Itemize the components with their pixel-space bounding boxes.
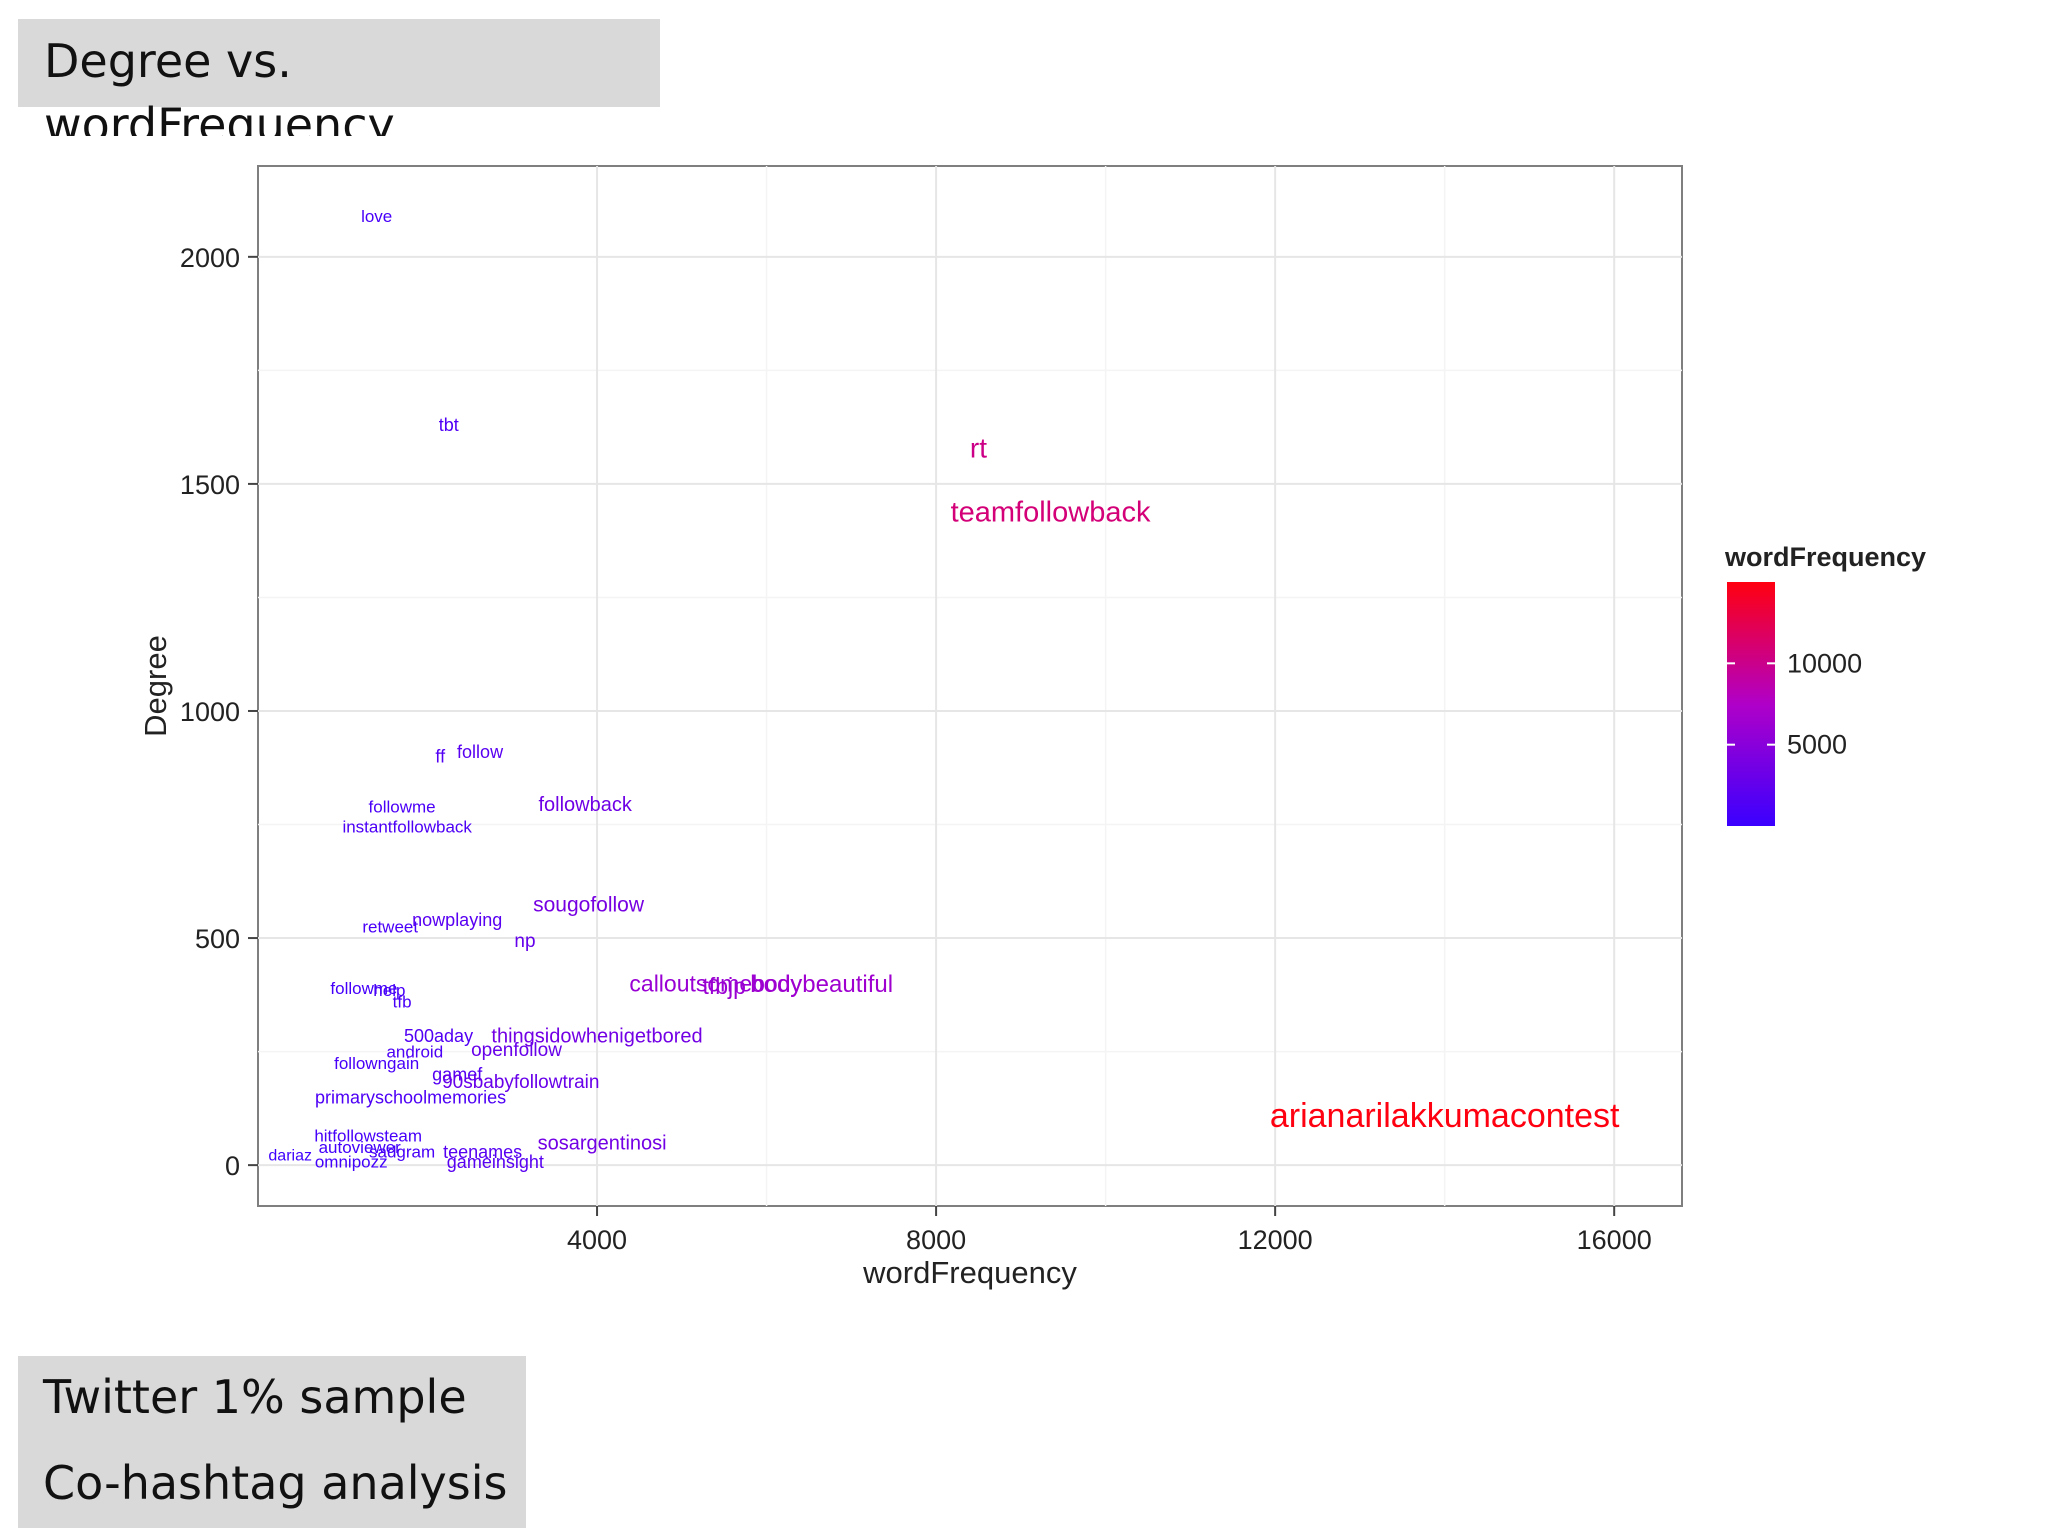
point-label: love (361, 207, 392, 226)
x-tick-label: 16000 (1577, 1225, 1652, 1255)
note-line-sample: Twitter 1% sample (43, 1370, 467, 1424)
x-tick-label: 8000 (906, 1225, 966, 1255)
point-label: followme (369, 797, 436, 816)
point-label: sosargentinosi (538, 1132, 667, 1154)
point-label: omnipozz (315, 1152, 388, 1171)
point-label: retweet (362, 918, 418, 937)
legend-tick-label: 5000 (1787, 730, 1847, 760)
x-tick-label: 12000 (1238, 1225, 1313, 1255)
point-label: tbt (439, 415, 459, 435)
y-axis-label: Degree (138, 635, 173, 737)
point-label: tfbjp (702, 973, 745, 999)
x-tick-label: 4000 (567, 1225, 627, 1255)
point-label: nowplaying (412, 910, 502, 930)
point-label: 90sbabyfollowtrain (442, 1072, 599, 1093)
point-label: thingsidowhenigetbored (491, 1026, 702, 1048)
point-label: sadgram (369, 1142, 435, 1161)
point-label: gameinsight (447, 1152, 544, 1172)
point-label: teenames (443, 1142, 522, 1162)
point-label: android (386, 1043, 443, 1062)
y-tick-label: 1000 (180, 697, 240, 727)
point-label: hitfollowsteam (314, 1127, 422, 1146)
point-label: follow (457, 742, 504, 762)
y-tick-label: 500 (195, 924, 240, 954)
notes-box: Twitter 1% sample Co-hashtag analysis (18, 1356, 526, 1528)
point-label: followme (330, 979, 397, 998)
y-tick-label: 2000 (180, 243, 240, 273)
point-label: arianarilakkumacontest (1270, 1097, 1620, 1135)
title-overflow-mask (30, 136, 530, 166)
point-label: tfb (393, 993, 412, 1012)
note-line-analysis: Co-hashtag analysis (43, 1456, 508, 1510)
point-label: teamfollowback (951, 496, 1151, 528)
point-label: sougofollow (533, 893, 645, 916)
x-axis-label: wordFrequency (862, 1255, 1077, 1290)
legend-tick-label: 10000 (1787, 648, 1862, 678)
y-tick-label: 0 (225, 1151, 240, 1181)
legend-colorbar (1727, 582, 1775, 826)
point-label: primaryschoolmemories (315, 1087, 506, 1107)
point-label: np (514, 931, 535, 952)
axes: 4000 8000 12000 16000 0 500 1000 1500 2000 (180, 243, 1652, 1255)
point-label: ff (435, 747, 446, 767)
legend-ticks: 5000 10000 (1727, 648, 1862, 760)
point-label: autoviewer (319, 1138, 402, 1157)
point-label: help (373, 981, 405, 1000)
point-label: dariaz (268, 1148, 312, 1165)
point-label: followngain (334, 1054, 419, 1073)
point-label: rt (970, 432, 987, 463)
point-label: calloutsomebody (629, 971, 802, 997)
data-points: love tbt rt teamfollowback ff follow followbac… (268, 207, 1620, 1172)
point-label: openfollow (471, 1040, 562, 1061)
y-tick-label: 1500 (180, 470, 240, 500)
point-label: bodybeautiful (750, 971, 893, 998)
point-label: 500aday (404, 1026, 473, 1046)
slide-title-box: Degree vs. wordFrequency (18, 19, 660, 152)
legend-title: wordFrequency (1724, 542, 1926, 572)
legend: wordFrequency 5000 10000 (1724, 542, 1926, 826)
grid (258, 166, 1682, 1206)
point-label: gamef (432, 1065, 483, 1085)
point-label: followback (538, 794, 632, 816)
point-label: instantfollowback (342, 818, 472, 837)
